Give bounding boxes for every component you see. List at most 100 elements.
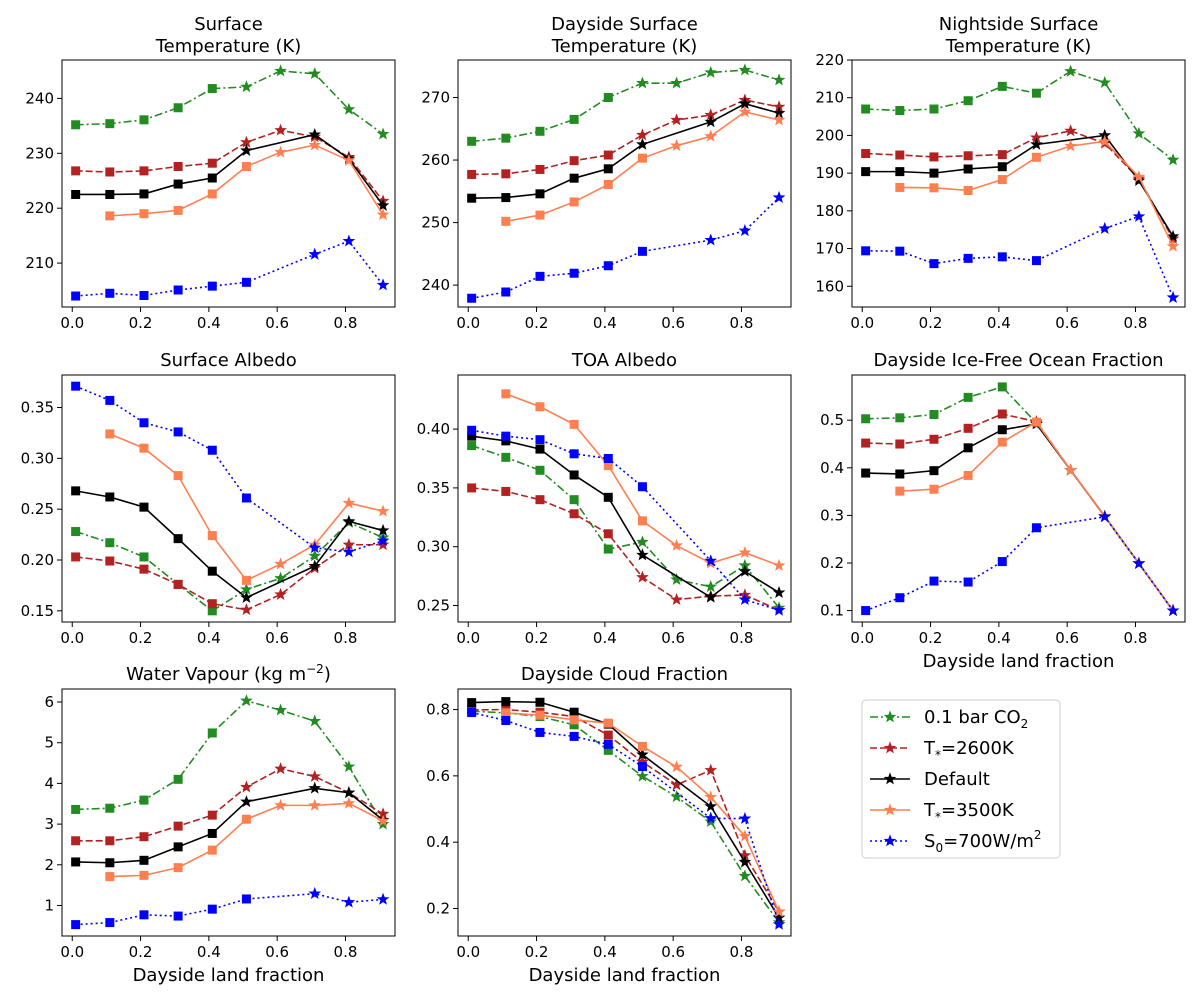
legend-marker (883, 741, 897, 754)
data-point (738, 105, 752, 118)
legend-frame (861, 699, 1061, 859)
series-line (75, 133, 384, 206)
series-line (471, 102, 780, 199)
y-tick-label: 180 (815, 202, 844, 220)
series-5 (71, 887, 390, 930)
data-point (139, 552, 149, 562)
series-line (865, 130, 1174, 240)
data-point (738, 829, 752, 842)
series-line (471, 69, 780, 143)
series-5 (467, 425, 786, 616)
y-tick-label: 0.3 (820, 506, 844, 524)
series-line (471, 487, 780, 611)
data-point (1064, 64, 1077, 77)
series-4 (105, 429, 390, 585)
x-tick-label: 0.8 (334, 943, 358, 961)
y-tick-label: 0.6 (426, 767, 450, 785)
data-point (342, 786, 356, 799)
data-point (467, 425, 477, 435)
y-tick-label: 200 (815, 126, 844, 144)
data-point (1030, 137, 1043, 150)
y-tick-label: 210 (25, 254, 54, 272)
data-point (929, 434, 939, 444)
data-point (1064, 463, 1077, 476)
y-tick-label: 0.40 (417, 420, 450, 438)
data-point (308, 67, 322, 80)
data-point (139, 795, 149, 805)
data-point (738, 224, 752, 237)
data-point (173, 863, 183, 873)
data-point (105, 189, 115, 199)
data-point (704, 590, 718, 603)
data-point (71, 120, 81, 130)
data-point (308, 247, 322, 260)
data-point (861, 167, 871, 177)
data-point (637, 246, 647, 256)
data-point (376, 814, 390, 827)
data-point (1166, 603, 1180, 616)
axes-frame (457, 688, 792, 937)
data-point (535, 402, 545, 412)
series-2 (71, 538, 390, 616)
data-point (501, 216, 511, 226)
x-tick-label: 0.2 (129, 314, 153, 332)
data-point (569, 495, 579, 505)
data-point (207, 566, 217, 576)
y-tick-label: 270 (421, 89, 450, 107)
data-point (274, 571, 287, 584)
data-point (738, 869, 752, 882)
data-point (105, 872, 115, 882)
data-point (1166, 153, 1180, 166)
x-tick-label: 0.6 (265, 629, 289, 647)
series-3 (71, 486, 390, 603)
data-point (772, 113, 786, 126)
data-point (895, 439, 905, 449)
x-tick-label: 0.0 (456, 629, 480, 647)
data-point (603, 739, 613, 749)
series-line (471, 710, 780, 923)
data-point (71, 381, 81, 391)
x-tick-label: 0.0 (456, 943, 480, 961)
data-point (241, 575, 251, 585)
data-point (207, 281, 217, 291)
series-line (865, 215, 1174, 298)
data-point (1098, 134, 1112, 147)
data-point (670, 593, 683, 606)
data-point (274, 762, 287, 775)
data-point (173, 774, 183, 784)
data-point (670, 139, 683, 152)
data-point (139, 290, 149, 300)
data-point (501, 715, 511, 725)
series-4 (105, 138, 390, 221)
x-tick-label: 0.0 (60, 629, 84, 647)
panel-title: TOA Albedo (571, 350, 677, 371)
data-point (535, 164, 545, 174)
data-point (1031, 88, 1041, 98)
data-point (308, 559, 322, 572)
data-point (535, 126, 545, 136)
data-point (603, 718, 613, 728)
legend-entry-1: 0.1 bar CO2 (870, 707, 1028, 731)
data-point (501, 193, 511, 203)
data-point (467, 169, 477, 179)
data-point (772, 73, 786, 86)
y-tick-label: 0.2 (820, 554, 844, 572)
data-point (274, 64, 287, 77)
x-axis-label: Dayside land fraction (529, 965, 721, 986)
data-point (569, 707, 579, 717)
panel-1: 0.0 0.2 0.4 0.6 0.8 210 220 230 240 SurfaceTemper… (25, 14, 396, 332)
y-tick-label: 0.4 (426, 833, 450, 851)
data-point (501, 287, 511, 297)
data-point (173, 534, 183, 544)
data-point (105, 211, 115, 221)
series-5 (467, 708, 786, 930)
series-line (471, 99, 780, 176)
x-tick-label: 0.6 (265, 314, 289, 332)
data-point (173, 161, 183, 171)
panel-title-line2: Temperature (K) (155, 36, 302, 57)
data-point (929, 183, 939, 193)
data-point (738, 545, 752, 558)
data-point (308, 714, 322, 727)
data-point (963, 443, 973, 453)
data-point (376, 127, 390, 140)
